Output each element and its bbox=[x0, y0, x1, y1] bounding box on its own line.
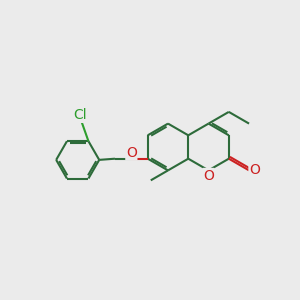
Text: O: O bbox=[126, 146, 137, 160]
Text: O: O bbox=[203, 169, 214, 182]
Text: Cl: Cl bbox=[73, 108, 87, 122]
Text: O: O bbox=[249, 164, 260, 177]
